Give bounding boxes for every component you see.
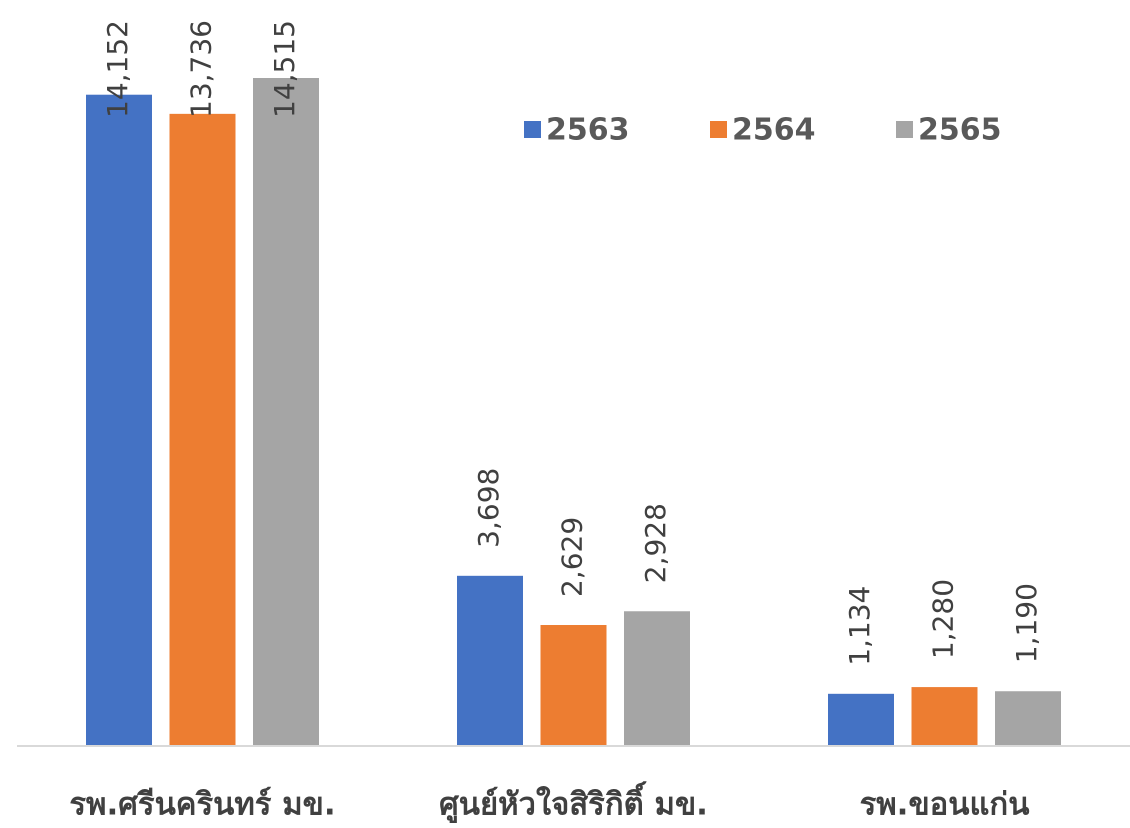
x-tick-label: รพ.ศรีนครินทร์ มข. bbox=[69, 787, 335, 823]
bar bbox=[540, 625, 607, 746]
legend-swatch bbox=[896, 121, 913, 138]
bar bbox=[911, 687, 978, 746]
value-label: 2,629 bbox=[556, 517, 589, 597]
value-label: 13,736 bbox=[185, 20, 218, 118]
bar bbox=[995, 691, 1061, 746]
legend-label: 2565 bbox=[918, 113, 1002, 148]
legend-label: 2563 bbox=[546, 113, 630, 148]
legend-swatch bbox=[524, 121, 541, 138]
value-label: 14,152 bbox=[101, 20, 134, 118]
value-label: 3,698 bbox=[472, 468, 505, 548]
value-label: 1,134 bbox=[843, 586, 876, 666]
bar bbox=[253, 78, 319, 746]
value-label: 1,280 bbox=[927, 579, 960, 659]
legend-swatch bbox=[710, 121, 727, 138]
bar bbox=[169, 113, 236, 746]
legend-label: 2564 bbox=[732, 113, 816, 148]
x-tick-label: ศูนย์หัวใจสิริกิติ์ มข. bbox=[439, 781, 708, 824]
value-label: 2,928 bbox=[639, 503, 672, 583]
bar bbox=[86, 94, 152, 746]
x-tick-label: รพ.ขอนแก่น bbox=[860, 787, 1030, 823]
bar bbox=[624, 611, 690, 746]
value-label: 1,190 bbox=[1010, 583, 1043, 663]
bar bbox=[457, 575, 523, 746]
bar bbox=[828, 693, 894, 746]
value-label: 14,515 bbox=[268, 20, 301, 118]
